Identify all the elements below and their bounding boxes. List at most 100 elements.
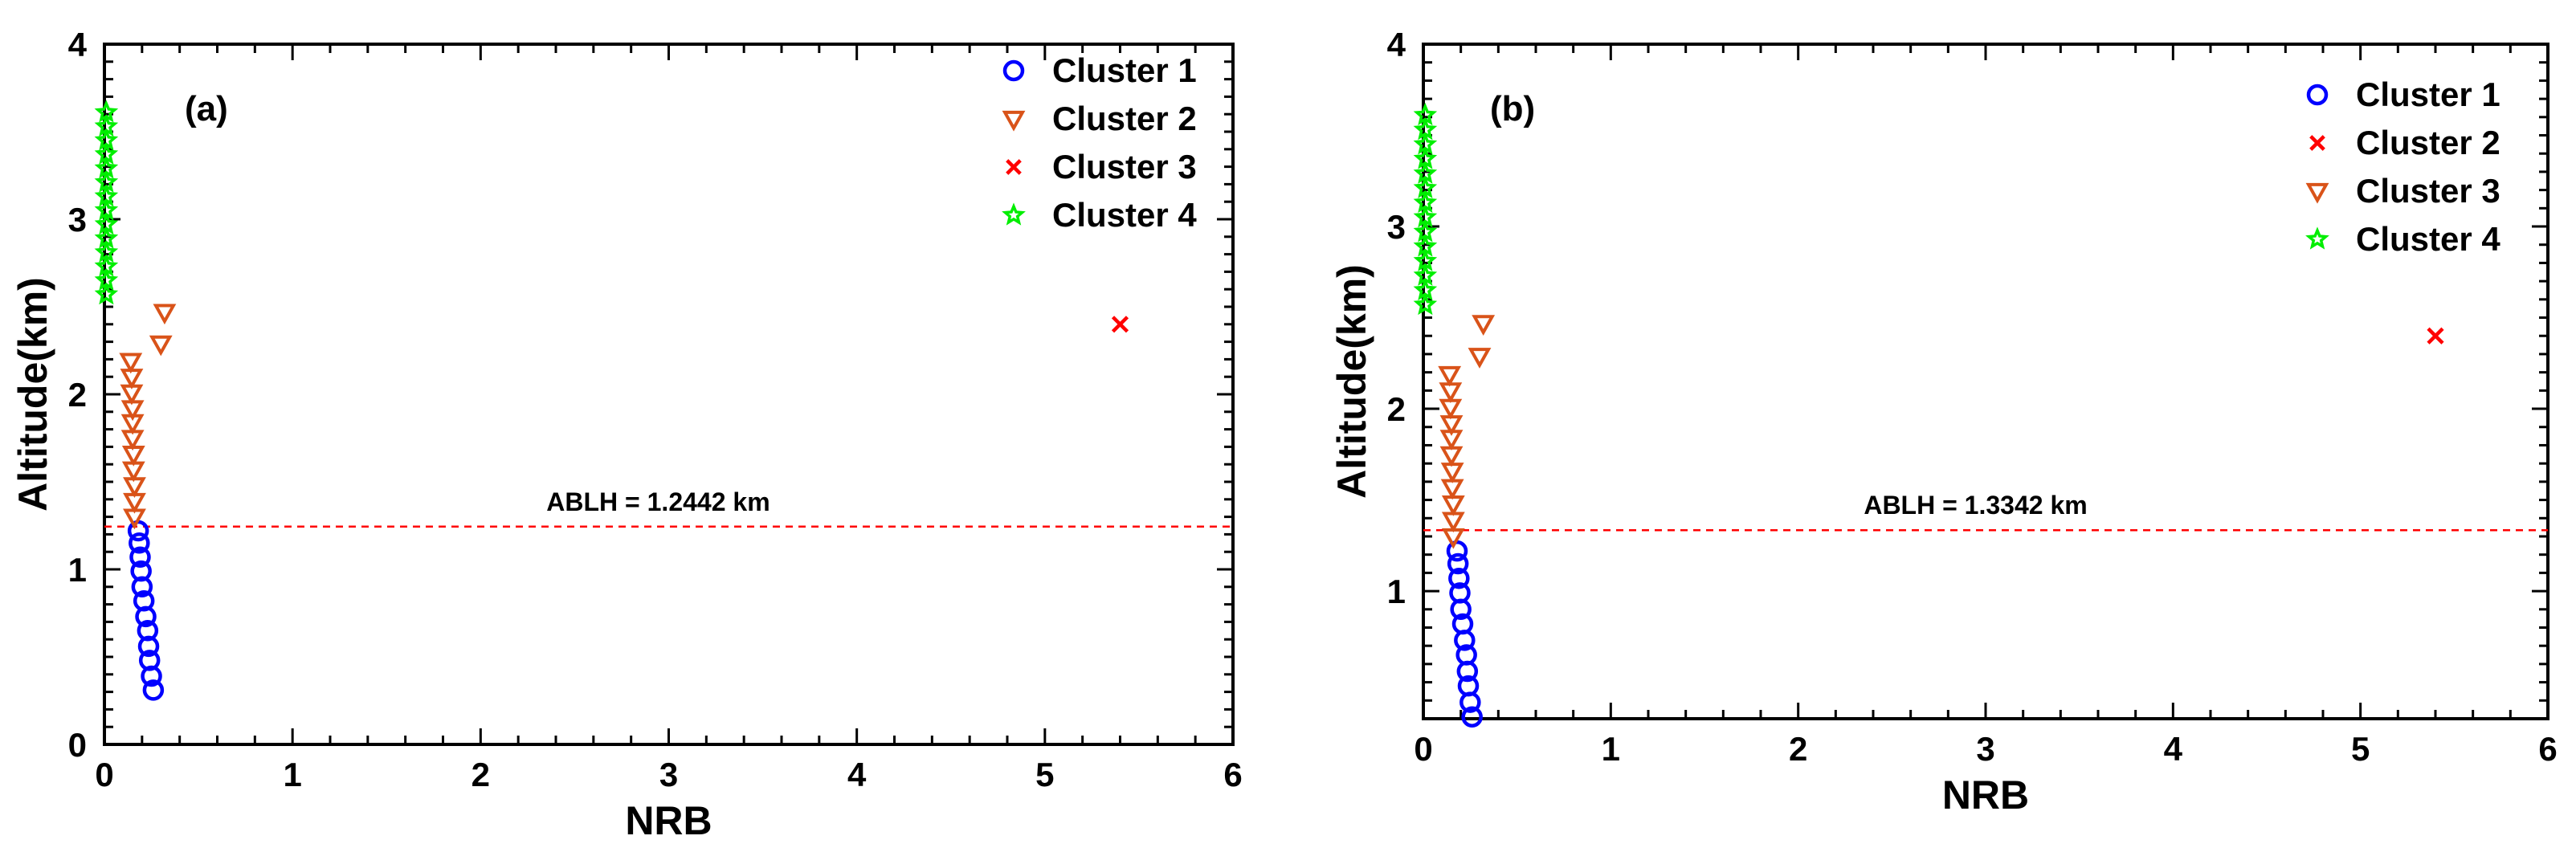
cluster-point: [1449, 582, 1471, 604]
x-tick-label: 1: [1602, 730, 1620, 768]
y-axis-title: Altitude(km): [1329, 264, 1374, 499]
cluster-point: [1413, 146, 1438, 169]
cluster-point: [142, 679, 165, 701]
legend-label: Cluster 1: [2356, 75, 2500, 113]
x-tick-label: 0: [1414, 730, 1432, 768]
cluster-point: [129, 546, 151, 568]
cluster-point: [1468, 348, 1492, 369]
series-cluster-1: [1446, 540, 1483, 728]
cluster-point: [1440, 463, 1464, 483]
cluster-point: [1413, 102, 1438, 126]
cluster-point: [94, 211, 119, 235]
cluster-point: [1413, 175, 1438, 199]
cluster-point: [137, 620, 159, 642]
cluster-point: [119, 353, 143, 374]
y-tick-label: 4: [68, 26, 88, 63]
series-cluster-2: [2427, 327, 2444, 344]
cluster-point: [1441, 495, 1465, 516]
cluster-point: [94, 226, 119, 249]
x-tick-label: 3: [1976, 730, 1994, 768]
legend-marker: [2309, 135, 2325, 151]
x-tick-label: 2: [472, 756, 490, 793]
y-axis-title: Altitude(km): [10, 277, 55, 512]
x-tick-label: 5: [2351, 730, 2370, 768]
cluster-point: [94, 100, 119, 123]
cluster-point: [1439, 382, 1463, 403]
cluster-point: [94, 254, 119, 277]
x-tick-label: 4: [847, 756, 867, 793]
legend-label: Cluster 4: [2356, 220, 2500, 258]
x-tick-label: 3: [659, 756, 678, 793]
cluster-point: [1448, 567, 1470, 589]
y-tick-label: 1: [1387, 573, 1406, 610]
cluster-point: [1413, 234, 1438, 257]
legend-label: Cluster 4: [1052, 196, 1197, 234]
cluster-point: [94, 198, 119, 221]
y-tick-label: 1: [68, 551, 87, 589]
series-cluster-2: [119, 304, 177, 530]
x-tick-label: 2: [1789, 730, 1807, 768]
legend-marker: [2305, 182, 2329, 204]
cluster-point: [1413, 132, 1438, 155]
legend-marker: [2305, 226, 2329, 250]
cluster-point: [1447, 552, 1469, 575]
cluster-point: [1472, 315, 1496, 336]
cluster-point: [1413, 117, 1438, 141]
panel-a: 0 1 2 3 4 5 6 0 1 2 3 4 NRB Altitude(km) (a) ABLH = 1.2…: [10, 26, 1243, 843]
cluster-point: [1413, 277, 1438, 301]
cluster-point: [120, 369, 144, 389]
cluster-point: [2427, 327, 2444, 344]
ablh-annotation: ABLH = 1.2442 km: [546, 487, 770, 516]
legend-marker: [1002, 202, 1026, 226]
cluster-point: [129, 532, 150, 554]
legend-marker: [1006, 159, 1022, 175]
cluster-point: [130, 560, 152, 582]
y-tick-label: 0: [68, 726, 87, 764]
x-tick-label: 6: [1223, 756, 1242, 793]
cluster-point: [121, 446, 145, 467]
cluster-point: [1413, 263, 1438, 286]
panel-b: 0 1 2 3 4 5 6 1 2 3 4 NRB Altitude(km) (b) ABLH = 1.33…: [1329, 26, 2558, 817]
cluster-point: [94, 184, 119, 207]
cluster-point: [153, 304, 177, 325]
cluster-point: [1413, 190, 1438, 214]
series-cluster-1: [127, 520, 165, 701]
x-tick-label: 4: [2164, 730, 2183, 768]
x-tick-label: 0: [95, 756, 113, 793]
cluster-point: [1413, 219, 1438, 243]
cluster-point: [138, 650, 161, 671]
cluster-point: [94, 282, 119, 305]
panel-label: (b): [1490, 89, 1535, 128]
cluster-point: [94, 169, 119, 193]
x-tick-label: 1: [283, 756, 301, 793]
cluster-point: [94, 239, 119, 263]
cluster-point: [149, 335, 173, 357]
x-axis-title: NRB: [1942, 773, 2029, 817]
x-tick-label: 6: [2538, 730, 2557, 768]
x-tick-label: 5: [1035, 756, 1054, 793]
y-tick-label: 2: [68, 376, 87, 414]
cluster-point: [123, 477, 146, 499]
legend: Cluster 1 Cluster 2 Cluster 3 Cluster 4: [2305, 75, 2500, 258]
cluster-point: [1455, 644, 1477, 666]
legend-label: Cluster 3: [2356, 172, 2500, 210]
cluster-point: [94, 113, 119, 137]
y-tick-label: 3: [68, 201, 87, 238]
cluster-point: [131, 576, 153, 598]
cluster-point: [1451, 613, 1474, 635]
legend-label: Cluster 1: [1052, 51, 1197, 89]
cluster-point: [1438, 365, 1462, 387]
y-tick-label: 3: [1387, 208, 1406, 246]
cluster-point: [1111, 316, 1129, 333]
cluster-point: [94, 128, 119, 151]
cluster-point: [1461, 706, 1483, 728]
legend-marker: [1002, 59, 1025, 82]
legend-marker: [1002, 110, 1026, 132]
legend-label: Cluster 3: [1052, 148, 1197, 186]
cluster-point: [1413, 248, 1438, 271]
cluster-point: [94, 141, 119, 165]
cluster-point: [1413, 205, 1438, 228]
legend-marker: [2306, 84, 2329, 106]
panel-label: (a): [185, 89, 228, 128]
